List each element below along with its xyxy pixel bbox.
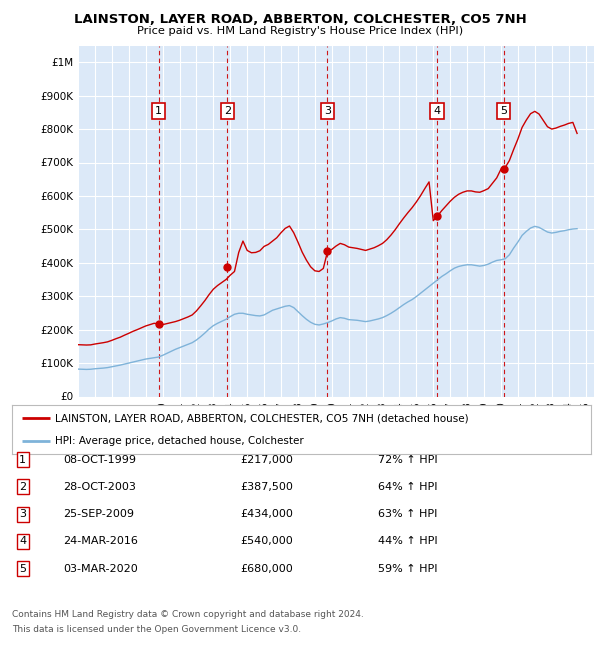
Text: HPI: Average price, detached house, Colchester: HPI: Average price, detached house, Colc… <box>55 436 304 445</box>
Text: £540,000: £540,000 <box>240 536 293 547</box>
Text: £434,000: £434,000 <box>240 509 293 519</box>
Text: 4: 4 <box>434 106 441 116</box>
Text: 59% ↑ HPI: 59% ↑ HPI <box>378 564 437 574</box>
Text: 2: 2 <box>19 482 26 492</box>
Text: £217,000: £217,000 <box>240 454 293 465</box>
Text: 64% ↑ HPI: 64% ↑ HPI <box>378 482 437 492</box>
Text: £387,500: £387,500 <box>240 482 293 492</box>
Text: 72% ↑ HPI: 72% ↑ HPI <box>378 454 437 465</box>
Text: 25-SEP-2009: 25-SEP-2009 <box>63 509 134 519</box>
Text: 2: 2 <box>224 106 231 116</box>
Text: 1: 1 <box>19 454 26 465</box>
Text: 44% ↑ HPI: 44% ↑ HPI <box>378 536 437 547</box>
Text: 03-MAR-2020: 03-MAR-2020 <box>63 564 138 574</box>
Text: 63% ↑ HPI: 63% ↑ HPI <box>378 509 437 519</box>
Text: 5: 5 <box>19 564 26 574</box>
Text: LAINSTON, LAYER ROAD, ABBERTON, COLCHESTER, CO5 7NH (detached house): LAINSTON, LAYER ROAD, ABBERTON, COLCHEST… <box>55 413 469 423</box>
Text: This data is licensed under the Open Government Licence v3.0.: This data is licensed under the Open Gov… <box>12 625 301 634</box>
Text: Price paid vs. HM Land Registry's House Price Index (HPI): Price paid vs. HM Land Registry's House … <box>137 26 463 36</box>
Text: 28-OCT-2003: 28-OCT-2003 <box>63 482 136 492</box>
Text: 4: 4 <box>19 536 26 547</box>
Text: 3: 3 <box>324 106 331 116</box>
Text: £680,000: £680,000 <box>240 564 293 574</box>
Text: LAINSTON, LAYER ROAD, ABBERTON, COLCHESTER, CO5 7NH: LAINSTON, LAYER ROAD, ABBERTON, COLCHEST… <box>74 13 526 26</box>
Text: Contains HM Land Registry data © Crown copyright and database right 2024.: Contains HM Land Registry data © Crown c… <box>12 610 364 619</box>
Text: 3: 3 <box>19 509 26 519</box>
Text: 5: 5 <box>500 106 508 116</box>
Text: 1: 1 <box>155 106 162 116</box>
Text: 24-MAR-2016: 24-MAR-2016 <box>63 536 138 547</box>
Text: 08-OCT-1999: 08-OCT-1999 <box>63 454 136 465</box>
